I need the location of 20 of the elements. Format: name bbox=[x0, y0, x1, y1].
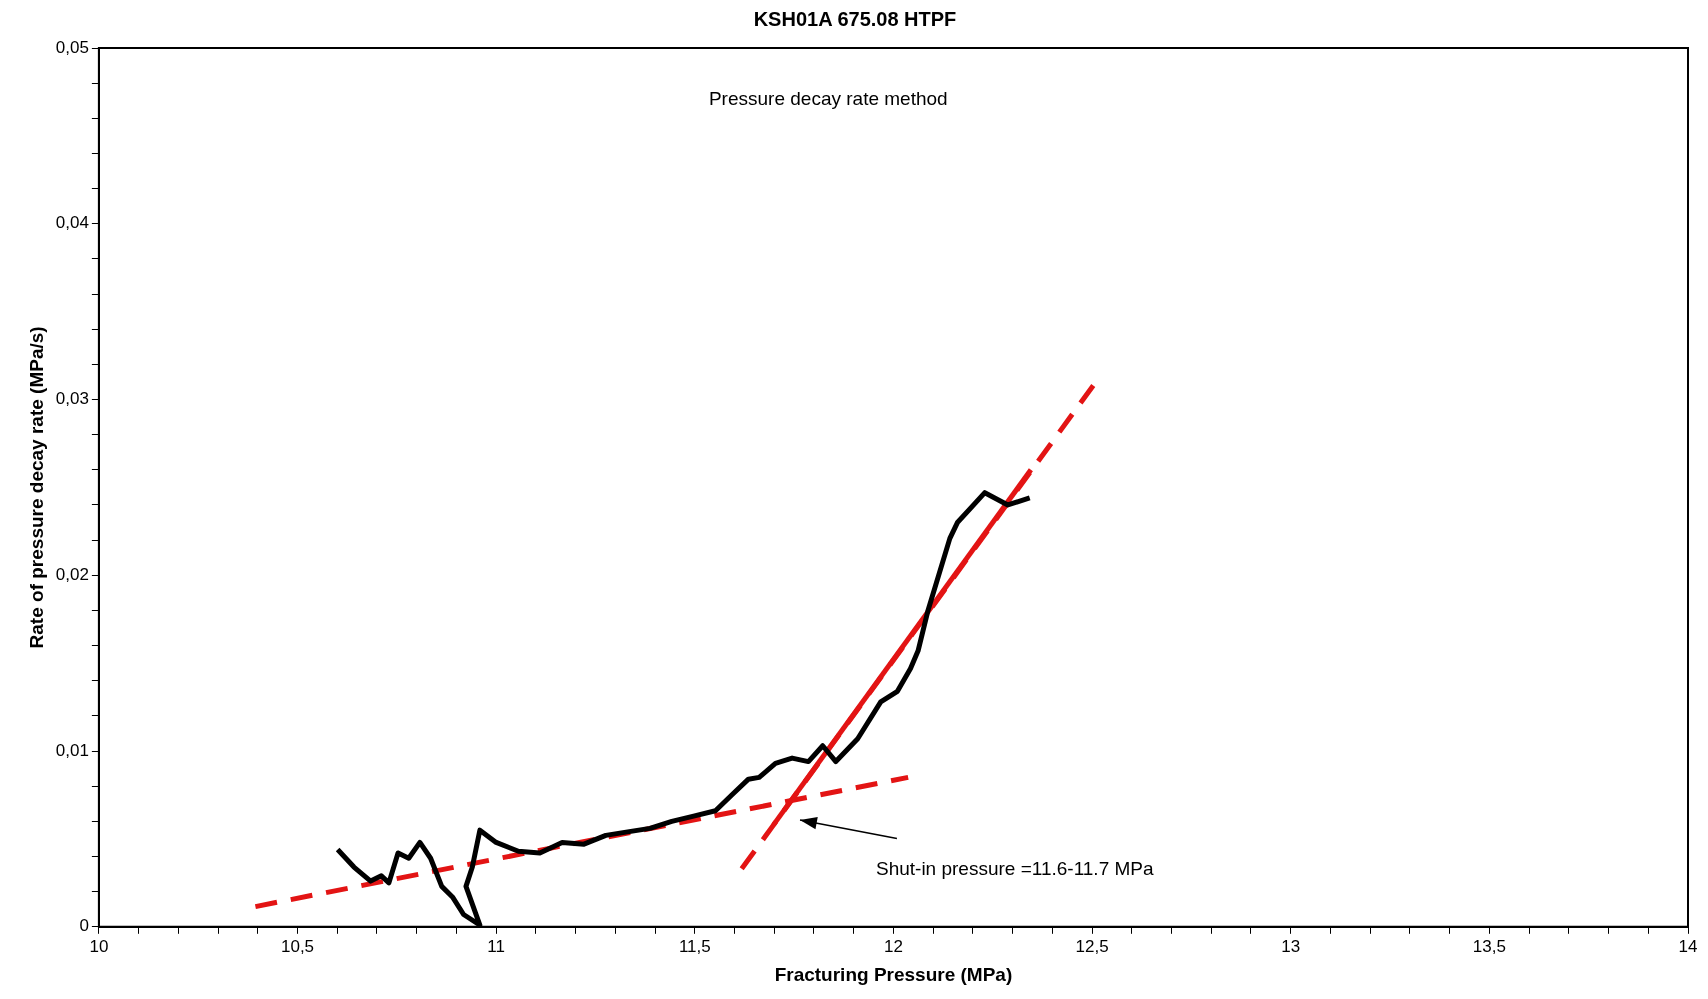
y-tick-label: 0,04 bbox=[55, 213, 89, 233]
x-tick-label: 10,5 bbox=[280, 936, 315, 956]
x-tick-label: 13 bbox=[1281, 936, 1301, 956]
x-tick-label: 14 bbox=[1678, 936, 1698, 956]
y-tick-label: 0 bbox=[79, 916, 89, 936]
y-tick-label: 0,03 bbox=[55, 389, 89, 409]
x-tick-label: 11,5 bbox=[678, 936, 711, 956]
x-tick-label: 12,5 bbox=[1075, 936, 1109, 956]
x-tick-label: 11 bbox=[487, 936, 505, 956]
y-tick-label: 0,01 bbox=[55, 740, 89, 760]
annotation: Shut-in pressure =11.6-11.7 MPa bbox=[875, 857, 1154, 879]
x-tick-label: 13,5 bbox=[1472, 936, 1506, 956]
y-tick-label: 0,02 bbox=[55, 564, 89, 584]
y-tick-label: 0,05 bbox=[55, 37, 89, 57]
x-tick-label: 12 bbox=[883, 936, 903, 956]
chart-title: KSH01A 675.08 HTPF bbox=[753, 7, 957, 30]
x-tick-label: 10 bbox=[89, 936, 109, 956]
x-axis-title: Fracturing Pressure (MPa) bbox=[774, 963, 1013, 985]
annotation: Pressure decay rate method bbox=[708, 88, 948, 110]
y-axis-title: Rate of pressure decay rate (MPa/s) bbox=[25, 326, 47, 649]
